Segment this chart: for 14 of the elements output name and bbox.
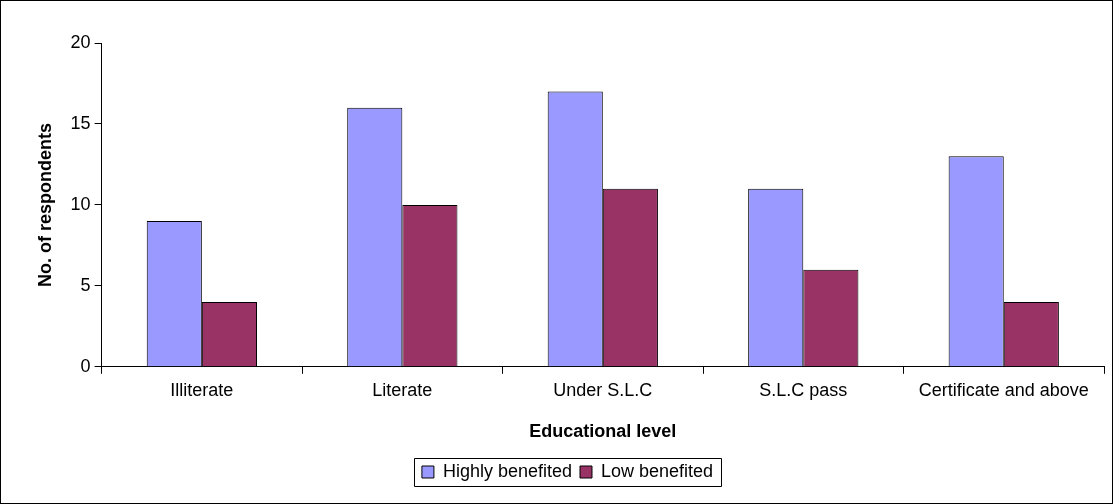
x-tick-label: Literate [372, 379, 433, 400]
y-tick-label: 15 [70, 112, 91, 133]
y-tick-label: 20 [70, 31, 91, 52]
x-tick-label: Certificate and above [918, 379, 1089, 400]
y-tick-label: 0 [80, 355, 91, 376]
legend-label: Low benefited [601, 460, 714, 481]
x-tick-label: Illiterate [170, 379, 234, 400]
x-tick-label: S.L.C pass [759, 379, 848, 400]
y-tick-label: 5 [80, 274, 91, 295]
y-tick-label: 10 [70, 193, 91, 214]
y-axis-title: No. of respondents [34, 122, 55, 287]
x-axis-title: Educational level [529, 421, 677, 442]
x-tick-label: Under S.L.C [553, 379, 653, 400]
legend-label: Highly benefited [442, 460, 573, 481]
